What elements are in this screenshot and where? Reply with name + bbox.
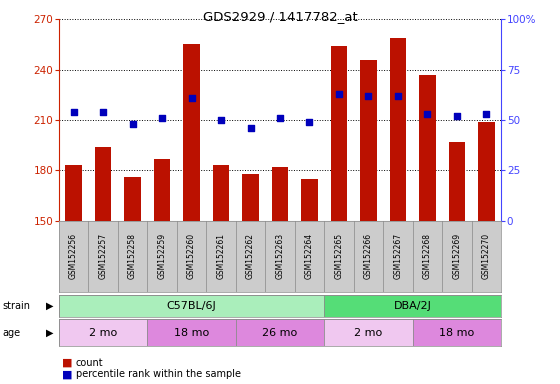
Bar (124, 177, 141, 221)
Point (452, 113, 461, 119)
Text: GSM152259: GSM152259 (157, 233, 166, 280)
Text: GSM152261: GSM152261 (217, 233, 226, 279)
Point (394, 93, 403, 99)
Text: GSM152265: GSM152265 (334, 233, 343, 280)
Bar (213, 166, 229, 221)
Point (276, 115, 284, 121)
Bar (331, 46, 347, 221)
Bar (184, 45, 199, 221)
Bar (95, 147, 111, 221)
Text: GSM152264: GSM152264 (305, 233, 314, 280)
Bar (419, 74, 436, 221)
Text: 2 mo: 2 mo (354, 328, 382, 338)
Text: 18 mo: 18 mo (440, 328, 474, 338)
Bar (272, 167, 288, 221)
Bar (59, 295, 324, 317)
Point (423, 111, 432, 117)
Bar (147, 319, 236, 346)
Text: C57BL/6J: C57BL/6J (167, 301, 216, 311)
Bar (301, 179, 318, 221)
Bar (449, 142, 465, 221)
Text: GSM152266: GSM152266 (364, 233, 373, 280)
Text: 2 mo: 2 mo (89, 328, 117, 338)
Text: GSM152256: GSM152256 (69, 233, 78, 280)
Text: GSM152268: GSM152268 (423, 233, 432, 279)
Text: GDS2929 / 1417782_at: GDS2929 / 1417782_at (203, 10, 357, 23)
Bar (361, 60, 376, 221)
Text: count: count (76, 358, 103, 368)
Text: DBA/2J: DBA/2J (394, 301, 432, 311)
Text: ▶: ▶ (45, 328, 53, 338)
Text: GSM152269: GSM152269 (452, 233, 461, 280)
Bar (236, 319, 324, 346)
Text: GSM152258: GSM152258 (128, 233, 137, 279)
Bar (478, 122, 494, 221)
Point (99, 109, 108, 115)
Point (157, 115, 166, 121)
Point (187, 95, 196, 101)
Text: strain: strain (3, 301, 31, 311)
Text: ■: ■ (62, 358, 72, 368)
Point (128, 121, 137, 127)
Text: 26 mo: 26 mo (263, 328, 297, 338)
Text: GSM152267: GSM152267 (394, 233, 403, 280)
Point (217, 117, 226, 123)
Bar (154, 159, 170, 221)
Text: ▶: ▶ (45, 301, 53, 311)
Point (246, 125, 255, 131)
Point (305, 119, 314, 125)
Bar (242, 174, 259, 221)
Bar (324, 319, 413, 346)
Text: 18 mo: 18 mo (174, 328, 209, 338)
Text: GSM152257: GSM152257 (99, 233, 108, 280)
Bar (324, 295, 501, 317)
Bar (59, 319, 147, 346)
Point (482, 111, 491, 117)
Point (69, 109, 78, 115)
Point (334, 91, 343, 97)
Text: percentile rank within the sample: percentile rank within the sample (76, 369, 241, 379)
Text: GSM152262: GSM152262 (246, 233, 255, 279)
Text: ■: ■ (62, 369, 72, 379)
Text: GSM152270: GSM152270 (482, 233, 491, 280)
Point (364, 93, 373, 99)
Bar (413, 319, 501, 346)
Text: age: age (3, 328, 21, 338)
Text: GSM152260: GSM152260 (187, 233, 196, 280)
Text: GSM152263: GSM152263 (276, 233, 284, 280)
Bar (66, 166, 82, 221)
Bar (390, 38, 406, 221)
